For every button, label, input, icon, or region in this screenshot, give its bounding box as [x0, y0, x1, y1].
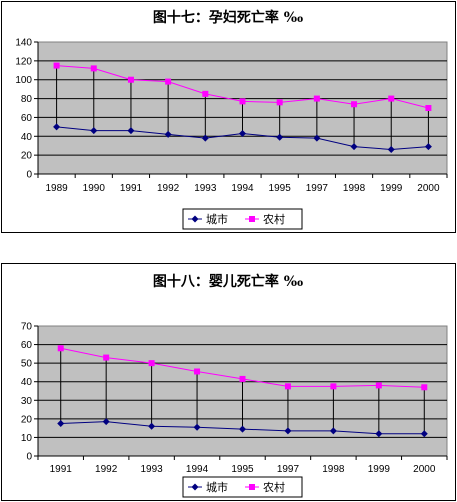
chart-title: 图十七：孕妇死亡率 ‰ [153, 9, 304, 26]
data-point-rural [276, 99, 283, 106]
y-tick-label: 50 [21, 359, 33, 370]
data-point-rural [165, 78, 172, 85]
y-tick-label: 30 [21, 396, 33, 407]
data-point-urban [424, 143, 432, 151]
x-tick-label: 1991 [50, 464, 73, 475]
data-point-urban [53, 123, 61, 131]
data-point-urban [329, 427, 337, 435]
data-point-rural [425, 105, 432, 111]
data-point-urban [102, 418, 110, 426]
data-point-urban [164, 130, 172, 138]
data-point-rural [194, 368, 201, 375]
data-point-urban [350, 143, 358, 151]
x-tick-label: 1995 [231, 464, 254, 475]
x-tick-label: 1999 [380, 183, 403, 194]
data-point-rural [103, 354, 110, 361]
data-point-rural [127, 76, 134, 83]
data-point-rural [388, 95, 395, 102]
data-point-urban [90, 127, 98, 135]
data-point-urban [387, 145, 395, 153]
chart-panel-infant-mortality: 图十八：婴儿死亡率 ‰ 0 10 20 30 40 50 60 70 1991 1992 1993 19… [1, 263, 456, 501]
data-point-urban [148, 422, 156, 430]
x-tick-label: 1994 [231, 183, 254, 194]
data-point-urban [239, 129, 246, 137]
data-point-rural [239, 98, 246, 105]
x-tick-label: 2000 [413, 464, 436, 475]
y-tick-label: 20 [21, 151, 33, 162]
x-tick-label: 1990 [83, 183, 106, 194]
chart-infant-mortality: 图十八：婴儿死亡率 ‰ 0 10 20 30 40 50 60 70 1991 1992 1993 19… [21, 273, 448, 498]
data-point-urban [284, 427, 292, 435]
data-point-urban [313, 134, 321, 142]
data-point-rural [351, 101, 358, 108]
legend-label-urban: 城市 [206, 212, 228, 226]
x-tick-label: 1994 [186, 464, 209, 475]
x-tick-label: 1997 [306, 183, 329, 194]
y-tick-label: 70 [21, 322, 33, 333]
data-point-urban [193, 423, 201, 431]
data-point-urban [276, 133, 284, 141]
chart-title: 图十八：婴儿死亡率 ‰ [153, 273, 304, 290]
data-point-urban [239, 425, 246, 433]
data-point-rural [421, 384, 428, 391]
x-tick-label: 1993 [140, 464, 163, 475]
data-point-urban [420, 430, 428, 438]
y-tick-label: 120 [15, 56, 32, 67]
legend-label-urban: 城市 [206, 480, 228, 494]
legend-marker-rural [249, 484, 255, 490]
legend-box [182, 476, 303, 498]
data-point-rural [57, 345, 64, 352]
x-tick-label: 1995 [269, 183, 292, 194]
x-tick-label: 1999 [368, 464, 391, 475]
data-point-urban [375, 430, 383, 438]
data-point-rural [330, 383, 337, 390]
data-point-urban [57, 420, 65, 427]
x-tick-label: 2000 [417, 183, 440, 194]
y-tick-label: 0 [26, 170, 32, 181]
data-point-rural [375, 382, 382, 389]
legend-label-rural: 农村 [263, 480, 285, 494]
y-tick-label: 140 [15, 38, 32, 49]
legend-marker-rural [249, 216, 255, 222]
data-point-rural [313, 95, 320, 102]
x-tick-label: 1997 [277, 464, 300, 475]
x-tick-label: 1992 [95, 464, 118, 475]
y-tick-label: 10 [21, 433, 33, 444]
legend-box [182, 208, 303, 230]
x-tick-label: 1992 [157, 183, 180, 194]
data-point-rural [202, 90, 209, 97]
x-tick-label: 1998 [343, 183, 366, 194]
x-tick-label: 1991 [120, 183, 143, 194]
y-tick-label: 40 [21, 377, 33, 388]
chart-panel-maternal-mortality: 图十七：孕妇死亡率 ‰ 0 20 40 60 80 100 120 140 1989 1990 199… [1, 1, 456, 233]
y-tick-label: 100 [15, 75, 32, 86]
y-tick-label: 40 [21, 132, 33, 143]
x-tick-label: 1993 [194, 183, 217, 194]
data-point-rural [90, 65, 97, 72]
chart-maternal-mortality: 图十七：孕妇死亡率 ‰ 0 20 40 60 80 100 120 140 1989 1990 199… [15, 9, 448, 230]
y-tick-label: 80 [21, 94, 33, 105]
y-tick-label: 60 [21, 113, 33, 124]
legend-label-rural: 农村 [263, 212, 285, 226]
y-tick-label: 20 [21, 414, 33, 425]
data-point-rural [239, 375, 246, 382]
data-point-urban [127, 127, 135, 135]
data-point-rural [284, 383, 291, 390]
legend-marker-urban [191, 483, 199, 491]
x-tick-label: 1989 [45, 183, 68, 194]
x-tick-label: 1998 [322, 464, 345, 475]
y-tick-label: 0 [26, 452, 32, 463]
data-point-rural [148, 360, 155, 367]
data-point-rural [53, 62, 60, 69]
data-point-urban [201, 134, 209, 142]
y-tick-label: 60 [21, 340, 33, 351]
legend-marker-urban [191, 215, 199, 223]
